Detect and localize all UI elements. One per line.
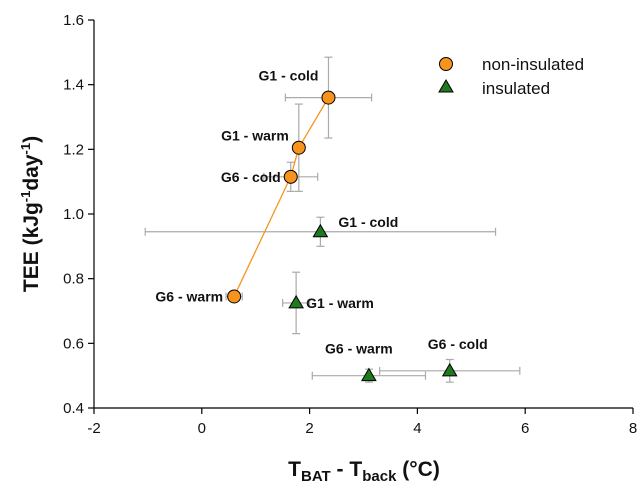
legend-label-non-insulated: non-insulated xyxy=(482,55,584,74)
data-point-insulated xyxy=(312,223,329,238)
legend-marker-insulated xyxy=(438,79,454,93)
legend-label-insulated: insulated xyxy=(482,79,550,98)
data-point-non-insulated xyxy=(291,140,306,155)
error-bars xyxy=(144,56,521,383)
data-point-insulated xyxy=(361,367,377,382)
connecting-line xyxy=(233,97,330,297)
y-tick-label: 0.8 xyxy=(63,271,84,288)
data-point-non-insulated xyxy=(321,90,336,105)
series-line-non-insulated xyxy=(233,97,330,297)
y-tick-label: 1.2 xyxy=(63,141,84,158)
point-label: G6 - warm xyxy=(325,341,393,357)
y-axis-title: TEE (kJg-1day-1) xyxy=(18,136,43,292)
y-tick-label: 1.6 xyxy=(63,12,84,29)
x-tick-label: 4 xyxy=(413,420,421,437)
x-axis-title: TBAT - Tback (°C) xyxy=(288,458,440,485)
data-point-insulated xyxy=(441,362,458,377)
point-label: G1 - cold xyxy=(338,214,398,230)
y-tick-label: 0.4 xyxy=(63,400,84,417)
data-point-non-insulated xyxy=(227,289,242,304)
y-tick-label: 1.4 xyxy=(63,77,84,94)
x-tick-label: -2 xyxy=(87,420,100,437)
point-label: G6 - cold xyxy=(428,336,488,352)
axes: -2 0 2 4 6 8 0.4 0.6 0.8 1.0 1.2 1.4 1.6 xyxy=(63,12,637,437)
legend: non-insulated insulated xyxy=(438,55,584,98)
legend-marker-non-insulated xyxy=(439,57,453,71)
y-tick-label: 1.0 xyxy=(63,206,84,223)
point-label: G1 - warm xyxy=(306,295,374,311)
data-point-insulated xyxy=(288,294,304,309)
point-label: G6 - cold xyxy=(221,169,281,185)
y-tick-label: 0.6 xyxy=(63,335,84,352)
data-point-non-insulated xyxy=(283,169,298,184)
x-tick-label: 8 xyxy=(629,420,637,437)
point-label: G1 - warm xyxy=(221,128,289,144)
x-tick-label: 0 xyxy=(198,420,206,437)
x-tick-label: 2 xyxy=(305,420,313,437)
point-labels: G1 - cold G1 - warm G6 - cold G6 - warm G1 -… xyxy=(155,68,487,357)
markers xyxy=(227,90,458,382)
point-label: G6 - warm xyxy=(155,288,223,304)
x-tick-label: 6 xyxy=(521,420,529,437)
point-label: G1 - cold xyxy=(259,68,319,84)
